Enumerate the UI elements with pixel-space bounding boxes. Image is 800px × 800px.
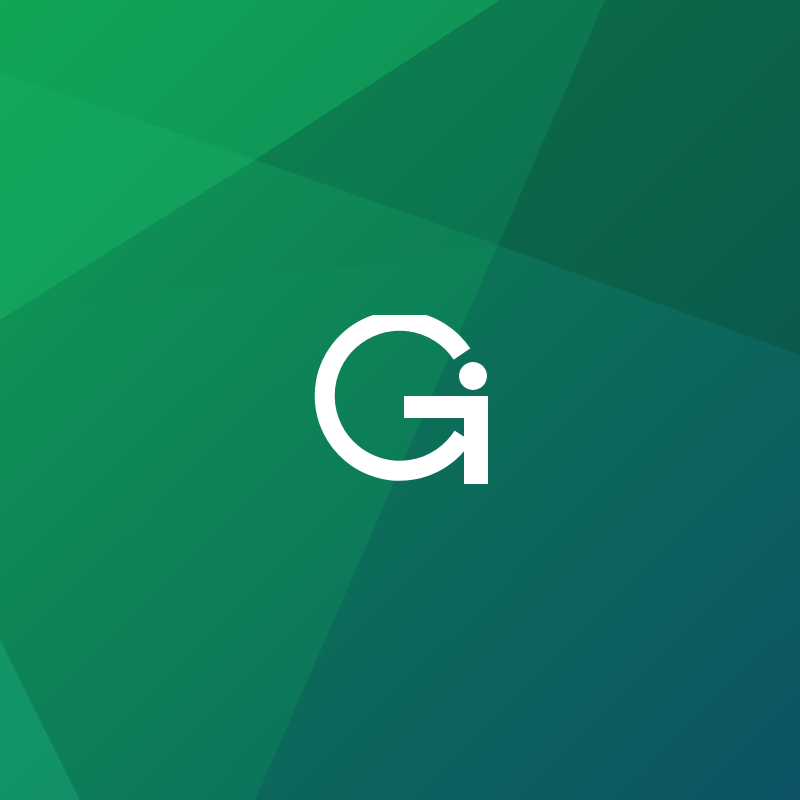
facet-right-mid <box>255 245 800 800</box>
logo-i-dot <box>459 362 487 390</box>
facet-top-left <box>0 0 500 320</box>
logo-i-stem <box>464 396 488 484</box>
logo-g-arc <box>314 315 472 481</box>
facet-lower-left <box>0 245 498 800</box>
facet-bottom-left <box>0 640 80 800</box>
facet-left-band <box>0 72 255 320</box>
facet-upper-mid <box>255 0 605 245</box>
gi-monogram-icon <box>314 315 488 484</box>
facet-top-right <box>498 0 800 355</box>
